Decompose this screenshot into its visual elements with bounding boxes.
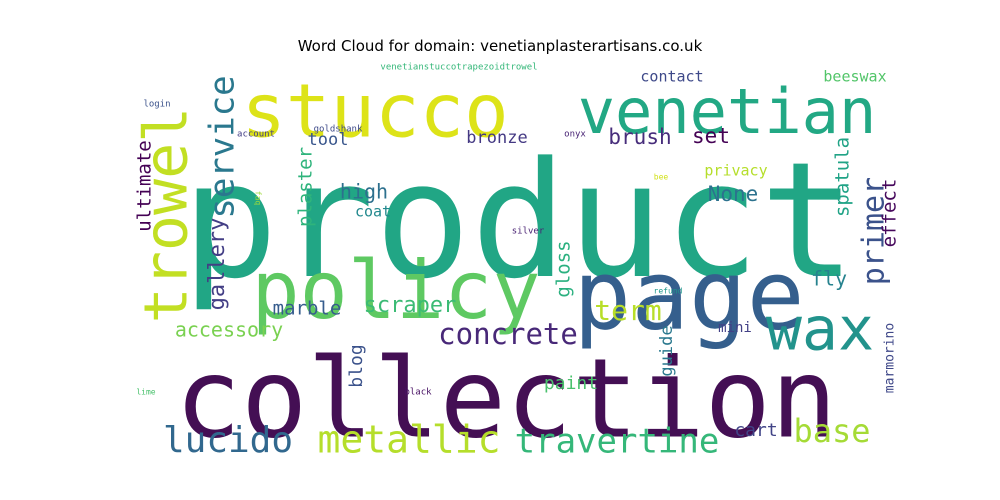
- word-refund: refund: [654, 287, 683, 296]
- word-cart: cart: [734, 420, 777, 441]
- word-venetianstuccotrapezoidtrowel: venetianstuccotrapezoidtrowel: [380, 63, 537, 73]
- word-stucco: stucco: [241, 69, 508, 155]
- word-privacy: privacy: [704, 162, 767, 180]
- word-page: page: [573, 239, 804, 351]
- word-contact: contact: [640, 68, 703, 86]
- word-account: account: [237, 130, 275, 140]
- word-term: term: [594, 294, 661, 327]
- word-brush: brush: [608, 125, 671, 149]
- word-policy: policy: [252, 244, 541, 337]
- word-onyx: onyx: [564, 130, 586, 140]
- word-gallery: gallery: [205, 218, 230, 311]
- word-product: product: [182, 127, 856, 314]
- word-goldshank: goldshank: [314, 125, 363, 135]
- word-travertine: travertine: [515, 422, 720, 462]
- word-faq: faq: [254, 191, 263, 206]
- word-tool: tool: [308, 130, 349, 150]
- word-bee: bee: [654, 173, 669, 182]
- word-set: set: [692, 124, 730, 148]
- word-effect: effect: [879, 179, 901, 248]
- word-silver: silver: [512, 227, 545, 237]
- word-lucido: lucido: [163, 420, 293, 461]
- word-ultimate: ultimate: [134, 140, 156, 232]
- word-concrete: concrete: [438, 317, 578, 351]
- word-accessory: accessory: [175, 318, 283, 342]
- word-bronze: bronze: [466, 128, 527, 148]
- word-collection: collection: [175, 334, 837, 462]
- word-scraper: scraper: [364, 293, 457, 318]
- word-trowel: trowel: [132, 107, 202, 324]
- word-primer: primer: [857, 177, 892, 285]
- chart-title: Word Cloud for domain: venetianplasterar…: [297, 37, 703, 55]
- word-coat: coat: [355, 203, 391, 221]
- word-fly: fly: [811, 267, 847, 291]
- word-marmorino: marmorino: [883, 323, 898, 393]
- word-beeswax: beeswax: [823, 68, 886, 86]
- word-service: service: [203, 75, 243, 218]
- word-blog: blog: [346, 344, 367, 387]
- word-mini: mini: [718, 320, 752, 336]
- word-base: base: [793, 412, 870, 450]
- word-plaster: plaster: [295, 147, 317, 227]
- word-lime: lime: [136, 388, 155, 397]
- word-wax: wax: [766, 295, 874, 365]
- word-spatula: spatula: [832, 137, 854, 217]
- word-guide: guide: [657, 325, 677, 376]
- word-venetian: venetian: [578, 75, 877, 148]
- word-gloss: gloss: [553, 240, 575, 297]
- word-metallic: metallic: [317, 418, 500, 462]
- word-black: black: [404, 388, 432, 398]
- word-high: high: [340, 180, 388, 204]
- word-paint: paint: [544, 373, 598, 394]
- word-login: login: [143, 100, 170, 110]
- word-marble: marble: [273, 298, 342, 320]
- word-none: None: [708, 182, 759, 206]
